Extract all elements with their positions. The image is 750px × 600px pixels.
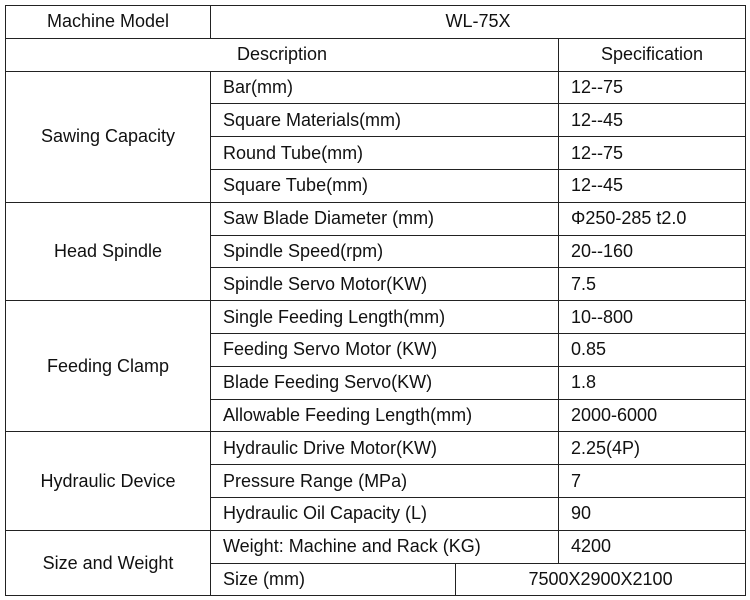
group-name: Size and Weight bbox=[5, 529, 211, 597]
description: Single Feeding Length(mm) bbox=[210, 300, 559, 334]
header-row: Machine Model WL-75X bbox=[5, 5, 747, 39]
specification: 90 bbox=[557, 496, 747, 531]
group-name: Sawing Capacity bbox=[5, 70, 211, 203]
spec-table: Machine Model WL-75X Description Specifi… bbox=[5, 5, 747, 597]
description: Square Tube(mm) bbox=[210, 168, 559, 203]
specification: 2000-6000 bbox=[557, 398, 747, 433]
group-name: Hydraulic Device bbox=[5, 431, 211, 531]
column-header-row: Description Specification bbox=[5, 37, 747, 72]
description: Feeding Servo Motor (KW) bbox=[210, 332, 559, 367]
specification: 12--45 bbox=[557, 168, 747, 203]
spec-row: Sawing Capacity Bar(mm) 12--75 bbox=[5, 70, 747, 203]
description-label: Description bbox=[5, 37, 559, 72]
specification: 0.85 bbox=[557, 332, 747, 367]
description: Blade Feeding Servo(KW) bbox=[210, 365, 559, 400]
spec-row: Size and Weight Weight: Machine and Rack … bbox=[5, 529, 747, 597]
spec-row: Pressure Range (MPa) 7 bbox=[6, 464, 747, 498]
description: Round Tube(mm) bbox=[210, 136, 559, 170]
specification: 10--800 bbox=[557, 300, 747, 334]
specification: 12--75 bbox=[557, 70, 747, 105]
description: Saw Blade Diameter (mm) bbox=[210, 201, 559, 236]
description: Size (mm) bbox=[210, 562, 456, 597]
specification: Φ250-285 t2.0 bbox=[557, 201, 747, 236]
specification: 7 bbox=[557, 464, 747, 498]
spec-row: Spindle Speed(rpm) 20--160 bbox=[6, 234, 747, 269]
spec-row: Hydraulic Oil Capacity (L) 90 bbox=[6, 496, 747, 531]
specification: 12--45 bbox=[557, 103, 747, 138]
description: Hydraulic Oil Capacity (L) bbox=[210, 496, 559, 531]
spec-row: Hydraulic Device Hydraulic Drive Motor(KW… bbox=[5, 431, 747, 531]
group-name: Head Spindle bbox=[5, 201, 211, 302]
spec-row: Feeding Servo Motor (KW) 0.85 bbox=[6, 332, 747, 367]
model: WL-75X bbox=[209, 5, 747, 39]
description: Bar(mm) bbox=[210, 70, 559, 105]
spec-row: Spindle Servo Motor(KW) 7.5 bbox=[6, 267, 747, 302]
description: Pressure Range (MPa) bbox=[210, 464, 559, 498]
description: Square Materials(mm) bbox=[210, 103, 559, 138]
specification: 1.8 bbox=[557, 365, 747, 400]
specification: 7500X2900X2100 bbox=[454, 562, 747, 597]
description: Spindle Servo Motor(KW) bbox=[210, 267, 559, 302]
spec-row: Blade Feeding Servo(KW) 1.8 bbox=[6, 365, 747, 400]
specification: 2.25(4P) bbox=[557, 431, 747, 466]
description: Hydraulic Drive Motor(KW) bbox=[210, 431, 559, 466]
group-name: Feeding Clamp bbox=[5, 300, 211, 433]
spec-row: Round Tube(mm) 12--75 bbox=[6, 136, 747, 170]
spec-row: Size (mm) 7500X2900X2100 bbox=[6, 562, 747, 597]
specification: 12--75 bbox=[557, 136, 747, 170]
description: Allowable Feeding Length(mm) bbox=[210, 398, 559, 433]
specification: 4200 bbox=[557, 529, 747, 564]
specification: 7.5 bbox=[557, 267, 747, 302]
description: Weight: Machine and Rack (KG) bbox=[210, 529, 559, 564]
specification: 20--160 bbox=[557, 234, 747, 269]
model-label: Machine Model bbox=[5, 5, 211, 39]
spec-row: Allowable Feeding Length(mm) 2000-6000 bbox=[6, 398, 747, 433]
description: Spindle Speed(rpm) bbox=[210, 234, 559, 269]
spec-row: Square Materials(mm) 12--45 bbox=[6, 103, 747, 138]
spec-row: Square Tube(mm) 12--45 bbox=[6, 168, 747, 203]
specification-label: Specification bbox=[557, 37, 747, 72]
spec-row: Feeding Clamp Single Feeding Length(mm) 10… bbox=[5, 300, 747, 433]
spec-row: Head Spindle Saw Blade Diameter (mm) Φ250-… bbox=[5, 201, 747, 302]
